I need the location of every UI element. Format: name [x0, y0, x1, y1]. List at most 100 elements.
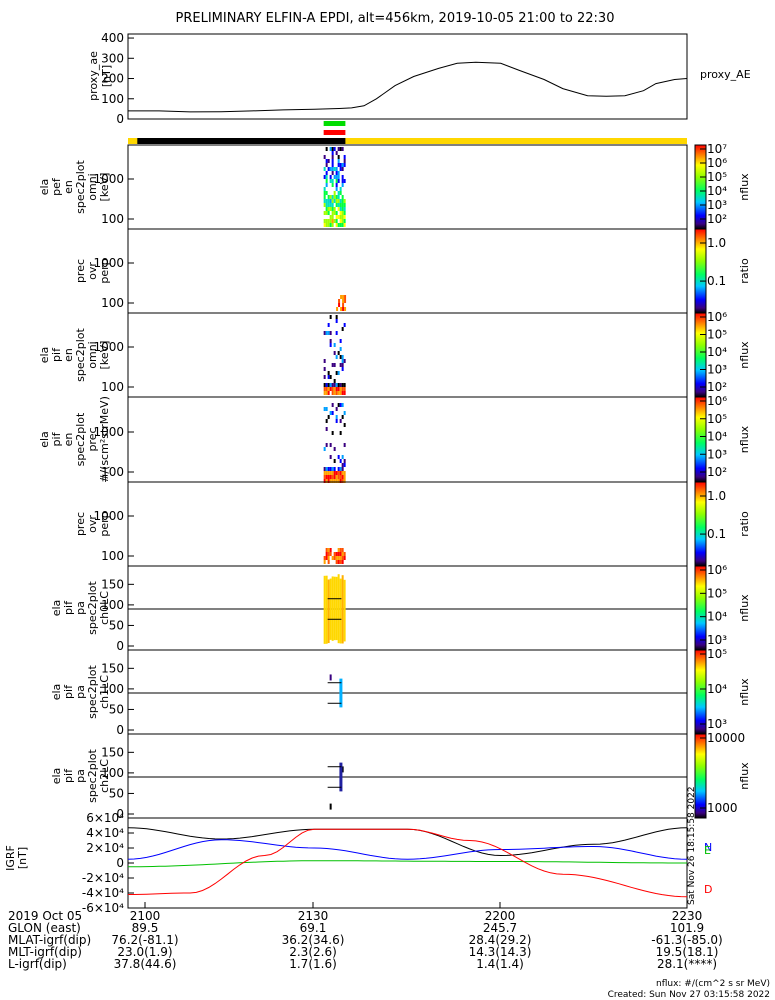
igrf-panel-frame	[127, 817, 688, 909]
colorbar-tick-label: 10⁴	[707, 610, 727, 624]
spec-pixel	[329, 339, 332, 343]
spec-pixel	[331, 471, 334, 475]
colorbar-gradient	[694, 649, 707, 735]
colorbar-1: 0.1 1.0 ratio	[694, 228, 751, 314]
spec-pixel	[329, 203, 332, 207]
spec-pixel	[339, 467, 342, 471]
spec-pixel	[325, 191, 328, 195]
spec-pixel	[325, 183, 328, 187]
spec-pixel	[329, 475, 332, 479]
spec-pixel	[333, 467, 336, 471]
spec-pixel	[341, 147, 344, 151]
spec-pixel	[323, 155, 326, 159]
pitch-ylabel: pa	[74, 685, 87, 699]
igrf-line-D	[128, 828, 688, 898]
spec-pixel	[341, 548, 344, 552]
spec-pixel	[331, 195, 334, 199]
pitch-ylabel: spec2plot	[86, 749, 99, 803]
igrf-line-total	[127, 827, 688, 857]
footer-cell: 1.4(1.4)	[476, 957, 524, 971]
spec-pixel	[331, 163, 334, 167]
spec-pixel	[329, 223, 332, 227]
spec-pixel	[335, 479, 338, 483]
pitch-panel-0: 0 50 100 150 ela pif pa spec2plot ch0LC	[50, 565, 688, 653]
spec-pixel	[331, 211, 334, 215]
science-zone-bar	[128, 138, 687, 144]
colorbar-label: nflux	[738, 762, 751, 790]
spec-ytick-label: 1000	[93, 340, 124, 354]
spec-pixel	[329, 199, 332, 203]
igrf-legend-e: E	[704, 844, 711, 857]
spec-pixel	[335, 471, 338, 475]
spec-pixel	[335, 223, 338, 227]
spec-pixel	[340, 307, 343, 311]
igrf-ylabel-2: [nT]	[16, 847, 29, 869]
spec-pixel	[325, 219, 328, 223]
spec-pixel	[329, 548, 332, 552]
spec-pixel	[325, 467, 328, 471]
night-bar	[137, 138, 346, 144]
spec-pixel	[341, 215, 344, 219]
spec-pixel	[327, 387, 330, 391]
spec-pixel	[335, 556, 338, 560]
pitch-strip	[325, 575, 328, 644]
pitch-ylabel: pa	[74, 601, 87, 615]
spec-pixel	[325, 171, 328, 175]
pitch-ylabel: ch1LC	[98, 675, 111, 709]
colorbar-gradient	[694, 733, 707, 819]
spec-pixel	[335, 419, 338, 423]
spec-pixel	[342, 303, 345, 307]
footer-cell: 69.1	[300, 921, 327, 935]
spec-pixel	[335, 475, 338, 479]
spec-pixel	[331, 159, 334, 163]
spec-pixel	[337, 171, 340, 175]
footer-cell: 2200	[485, 909, 516, 923]
pitch-strip	[327, 579, 330, 644]
spec-ylabel: #/(scm²strMeV)	[98, 396, 111, 483]
green-segment	[323, 121, 346, 126]
spec-pixel	[339, 355, 342, 359]
spec-pixel	[323, 219, 326, 223]
spec-pixel	[339, 459, 342, 463]
spec-pixel	[329, 443, 332, 447]
spec-pixel	[333, 379, 336, 383]
spec-pixel	[342, 307, 345, 311]
spec-pixel	[331, 147, 334, 151]
spec-pixel	[341, 471, 344, 475]
spec-pixel	[323, 447, 326, 451]
spec-ylabel: spec2plot	[74, 328, 87, 382]
spec-pixel	[341, 183, 344, 187]
spec-pixel	[335, 175, 338, 179]
spec-pixel	[333, 195, 336, 199]
colorbar-3: 10² 10³ 10⁴ 10⁵ 10⁶ nflux	[694, 394, 751, 483]
spec-pixel	[323, 556, 326, 560]
spec-pixel	[327, 159, 330, 163]
spec-pixel	[323, 560, 326, 564]
colorbar-tick-label: 10⁶	[707, 310, 727, 324]
spec-pixel	[331, 475, 334, 479]
spec-pixel	[339, 471, 342, 475]
spec-pixel	[323, 387, 326, 391]
pitch-panel-2: 0 50 100 150 ela pif pa spec2plot ch2LC	[50, 733, 688, 821]
spec-pixel	[327, 207, 330, 211]
pitch-ylabel: spec2plot	[86, 581, 99, 635]
pitch-ylabel: pif	[62, 600, 75, 615]
pitch-strip	[333, 576, 336, 641]
footer-cell: 76.2(-81.1)	[111, 933, 178, 947]
colorbar-label: ratio	[738, 258, 751, 284]
colorbar-gradient	[694, 228, 707, 314]
spec-ytick-label: 1000	[93, 425, 124, 439]
pitch-ytick-label: 50	[109, 786, 124, 800]
spec-ytick-label: 100	[101, 465, 124, 479]
colorbar-label: nflux	[738, 425, 751, 453]
spec-pixel	[331, 403, 334, 407]
spec-pixel	[341, 552, 344, 556]
spec-pixel	[325, 443, 328, 447]
footer-cell: 28.4(29.2)	[469, 933, 532, 947]
spec-pixel	[335, 211, 338, 215]
spec-pixel	[341, 355, 344, 359]
pitch-strip	[339, 762, 343, 792]
spec-ylabel: pif	[50, 347, 63, 362]
spec-pixel	[333, 199, 336, 203]
spec-panel-frame	[127, 312, 688, 398]
